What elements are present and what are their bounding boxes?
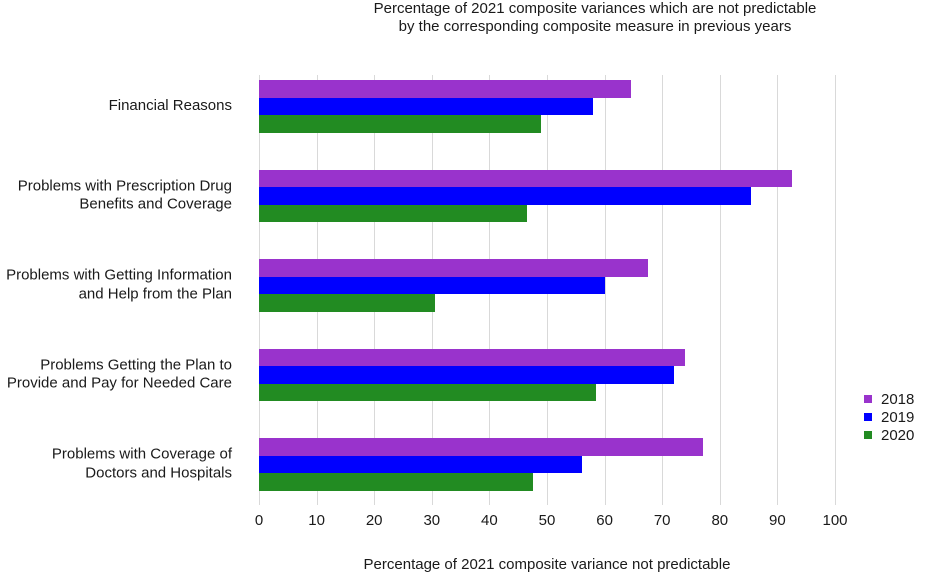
- x-tick-label-60: 60: [596, 512, 613, 529]
- bar-2020-group-0: [259, 115, 542, 133]
- bar-2020-group-1: [259, 204, 527, 222]
- x-tick-label-70: 70: [653, 512, 671, 529]
- legend-label-2019: 2019: [881, 408, 915, 426]
- gridline-x-80: [719, 75, 721, 505]
- legend-item-2019: 2019: [864, 408, 914, 426]
- x-tick-label-90: 90: [769, 512, 786, 529]
- legend-label-2020: 2020: [881, 426, 915, 444]
- x-axis-title: Percentage of 2021 composite variance no…: [363, 556, 731, 573]
- gridline-x-70: [662, 75, 664, 505]
- bar-2019-group-2: [259, 276, 605, 294]
- legend-label-2018: 2018: [881, 390, 915, 408]
- x-tick-label-80: 80: [711, 512, 729, 529]
- legend-swatch-2020-icon: [864, 431, 872, 439]
- bar-2020-group-3: [259, 383, 596, 401]
- bar-2019-group-1: [259, 187, 752, 205]
- bar-2019-group-3: [259, 366, 674, 384]
- legend-swatch-2019-icon: [864, 413, 872, 421]
- bar-2020-group-4: [259, 473, 533, 491]
- bar-2019-group-4: [259, 455, 582, 473]
- category-label-3: Problems Getting the Plan to Provide and…: [6, 356, 232, 392]
- gridline-x-90: [777, 75, 779, 505]
- category-label-0: Financial Reasons: [108, 97, 232, 115]
- x-tick-label-10: 10: [308, 512, 325, 529]
- category-label-4: Problems with Coverage of Doctors and Ho…: [51, 445, 232, 482]
- bar-2020-group-2: [259, 294, 435, 312]
- gridline-x-60: [604, 75, 606, 505]
- chart-title: Percentage of 2021 composite variances w…: [373, 0, 817, 36]
- bar-2018-group-0: [259, 80, 631, 98]
- legend-swatch-2018-icon: [864, 395, 872, 403]
- bar-2018-group-4: [259, 438, 703, 456]
- category-label-1: Problems with Prescription Drug Benefits…: [17, 177, 232, 213]
- x-tick-label-40: 40: [481, 512, 498, 529]
- x-tick-label-50: 50: [538, 512, 556, 529]
- x-tick-label-100: 100: [822, 512, 848, 529]
- bar-2018-group-3: [259, 348, 686, 366]
- legend-item-2020: 2020: [864, 426, 914, 444]
- bar-2019-group-0: [259, 97, 594, 115]
- category-label-2: Problems with Getting Information and He…: [6, 266, 232, 303]
- gridline-x-100: [835, 75, 836, 505]
- bar-2018-group-2: [259, 259, 648, 277]
- legend-item-2018: 2018: [864, 390, 914, 408]
- legend: 2018 2019 2020: [864, 390, 914, 444]
- x-tick-label-30: 30: [423, 512, 441, 529]
- bar-2018-group-1: [259, 169, 792, 187]
- x-tick-label-0: 0: [254, 512, 264, 529]
- x-tick-label-20: 20: [365, 512, 383, 529]
